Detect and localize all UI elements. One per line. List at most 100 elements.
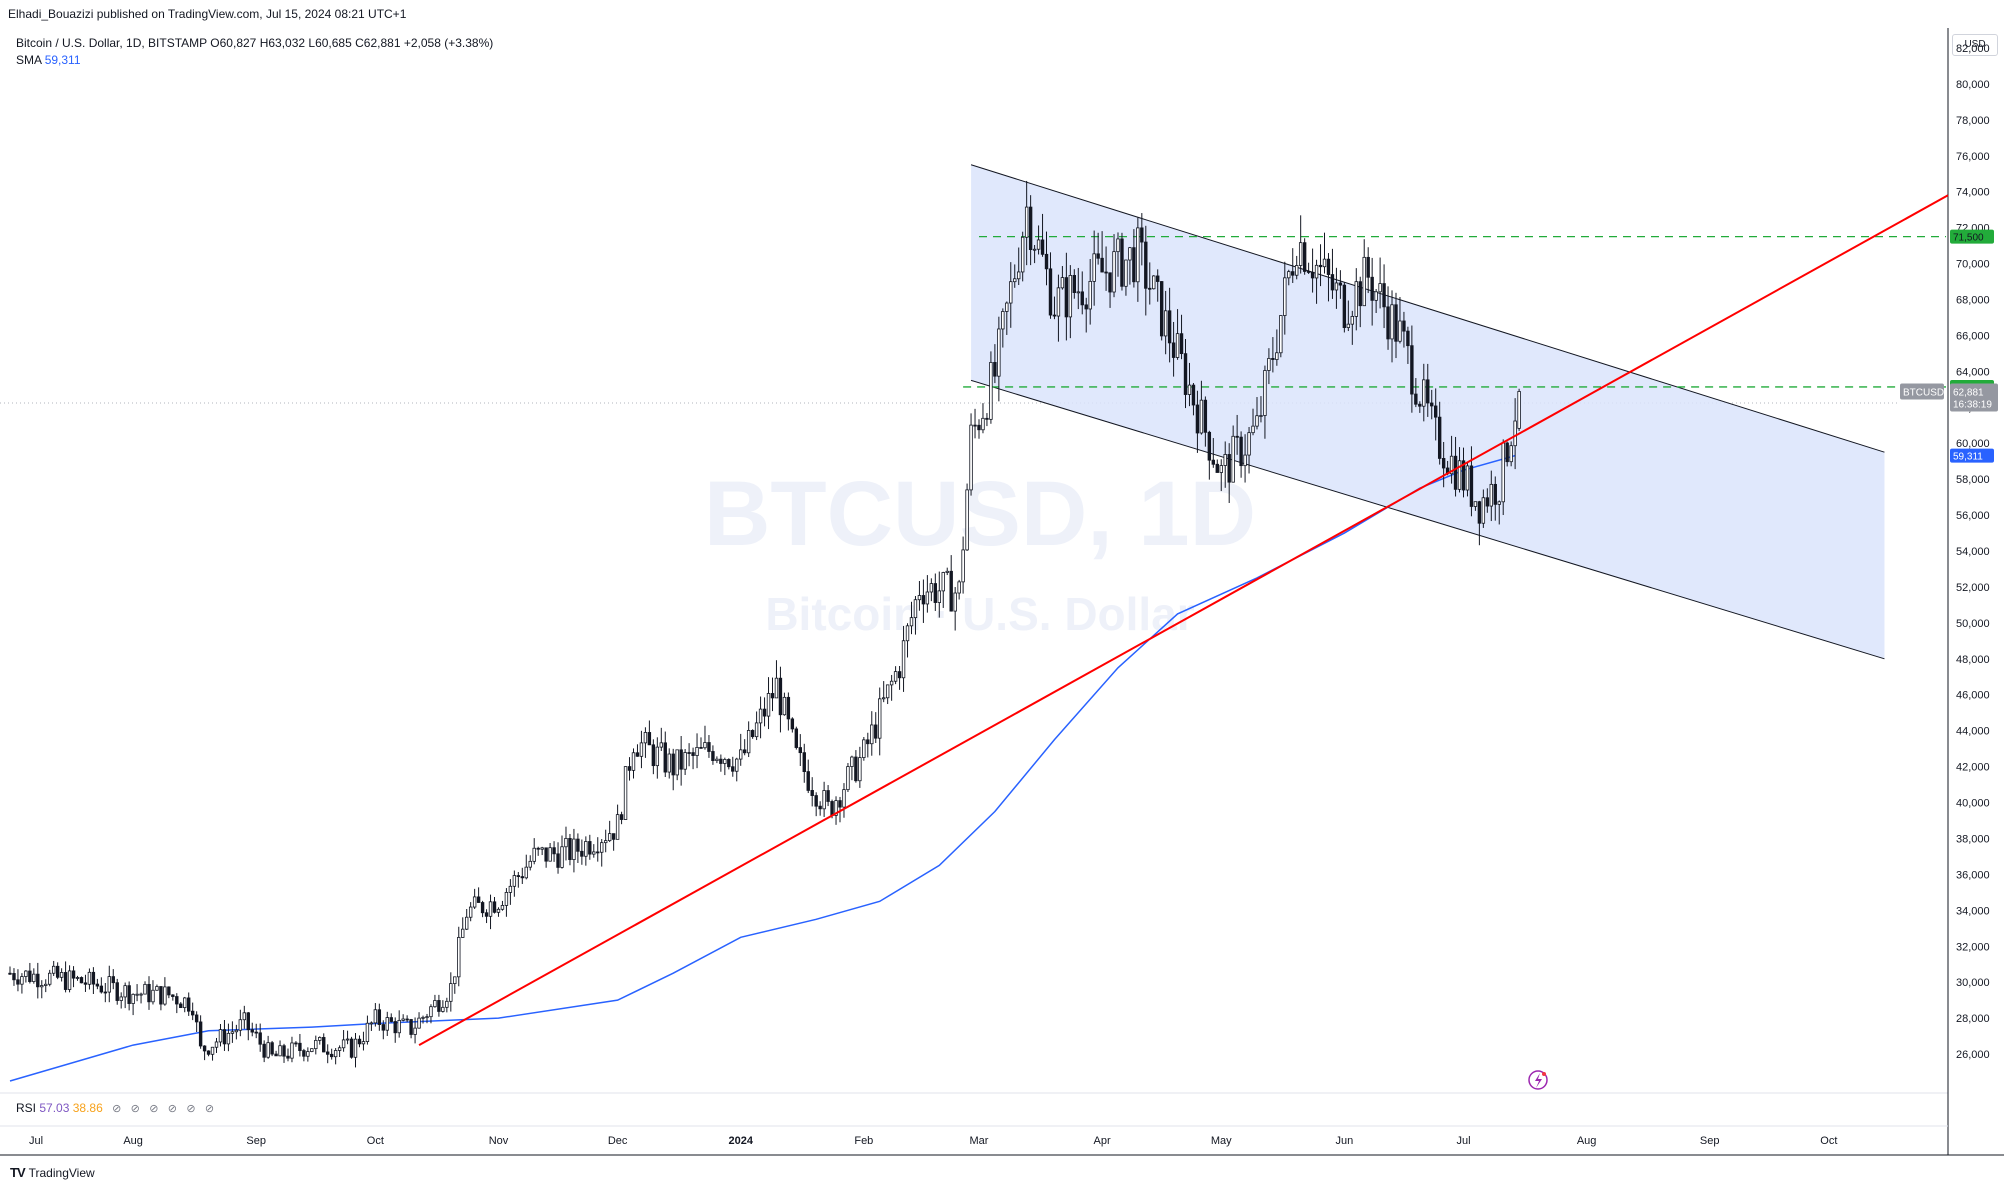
candle-body[interactable]: [159, 986, 163, 1005]
candle-body[interactable]: [318, 1037, 322, 1041]
candle-body[interactable]: [921, 595, 926, 605]
candle-body[interactable]: [611, 833, 616, 840]
candle-body[interactable]: [1386, 306, 1390, 340]
candle-body[interactable]: [1497, 501, 1501, 505]
candle-body[interactable]: [969, 424, 973, 491]
candle-body[interactable]: [111, 976, 115, 984]
candle-body[interactable]: [1203, 399, 1208, 433]
tradingview-branding[interactable]: TV TradingView: [10, 1165, 95, 1180]
candle-body[interactable]: [1167, 310, 1172, 344]
candle-body[interactable]: [941, 572, 945, 592]
candle-body[interactable]: [333, 1050, 338, 1058]
candle-body[interactable]: [1437, 416, 1442, 459]
candle-body[interactable]: [1370, 276, 1374, 301]
candle-body[interactable]: [1223, 454, 1227, 466]
candle-body[interactable]: [393, 1021, 397, 1034]
candle-body[interactable]: [619, 814, 624, 820]
candle-body[interactable]: [552, 847, 556, 855]
candle-body[interactable]: [250, 1029, 254, 1033]
candle-body[interactable]: [175, 996, 179, 1005]
candle-body[interactable]: [457, 937, 461, 978]
candle-body[interactable]: [901, 640, 906, 679]
candle-body[interactable]: [242, 1012, 247, 1021]
candle-body[interactable]: [659, 742, 663, 748]
candle-body[interactable]: [1310, 271, 1315, 279]
candle-body[interactable]: [881, 697, 886, 700]
candle-body[interactable]: [532, 847, 536, 862]
candle-body[interactable]: [1132, 247, 1136, 283]
candle-body[interactable]: [1461, 460, 1466, 491]
candle-body[interactable]: [981, 417, 985, 431]
candle-body[interactable]: [520, 876, 524, 879]
candle-body[interactable]: [425, 1016, 429, 1019]
candle-body[interactable]: [1096, 253, 1100, 259]
candle-body[interactable]: [913, 599, 918, 619]
candle-body[interactable]: [226, 1032, 231, 1045]
candle-body[interactable]: [623, 766, 628, 820]
candle-body[interactable]: [298, 1042, 302, 1051]
candle-body[interactable]: [1040, 239, 1045, 255]
candle-body[interactable]: [1052, 314, 1057, 317]
candle-body[interactable]: [107, 976, 111, 993]
candle-body[interactable]: [794, 728, 799, 748]
candle-body[interactable]: [850, 756, 854, 767]
candle-body[interactable]: [707, 742, 711, 752]
candle-body[interactable]: [123, 985, 127, 998]
candle-body[interactable]: [373, 1009, 378, 1024]
candle-body[interactable]: [1414, 393, 1418, 405]
candle-body[interactable]: [322, 1037, 326, 1053]
candle-body[interactable]: [1227, 454, 1231, 483]
candle-body[interactable]: [1354, 281, 1358, 317]
candle-body[interactable]: [810, 790, 814, 796]
candle-body[interactable]: [1314, 264, 1319, 279]
candle-body[interactable]: [758, 708, 763, 724]
candle-body[interactable]: [278, 1045, 282, 1057]
candle-body[interactable]: [266, 1042, 270, 1058]
candle-body[interactable]: [1298, 242, 1303, 266]
candle-body[interactable]: [222, 1029, 227, 1045]
candle-body[interactable]: [1346, 323, 1351, 328]
candle-body[interactable]: [592, 851, 596, 855]
candle-body[interactable]: [778, 677, 783, 716]
legend-sma-label[interactable]: SMA: [16, 53, 42, 67]
candle-body[interactable]: [1024, 206, 1029, 238]
candle-body[interactable]: [405, 1018, 409, 1021]
candle-body[interactable]: [1251, 425, 1255, 434]
candle-body[interactable]: [234, 1029, 239, 1033]
candle-body[interactable]: [711, 751, 715, 761]
candle-body[interactable]: [524, 866, 528, 879]
candle-body[interactable]: [564, 838, 568, 848]
candle-body[interactable]: [663, 742, 667, 773]
candle-body[interactable]: [397, 1019, 401, 1034]
candle-body[interactable]: [20, 976, 24, 985]
candle-body[interactable]: [631, 752, 636, 771]
candle-body[interactable]: [314, 1039, 318, 1050]
candle-body[interactable]: [32, 973, 36, 982]
candle-body[interactable]: [790, 718, 795, 730]
candle-body[interactable]: [1489, 483, 1493, 507]
candle-body[interactable]: [500, 905, 505, 910]
candle-body[interactable]: [417, 1017, 421, 1029]
candle-body[interactable]: [842, 789, 846, 808]
candle-body[interactable]: [1326, 258, 1331, 275]
candle-body[interactable]: [401, 1018, 405, 1021]
candle-body[interactable]: [1291, 271, 1295, 276]
candle-body[interactable]: [1259, 415, 1263, 417]
candle-body[interactable]: [143, 983, 147, 995]
candles[interactable]: [8, 180, 1521, 1068]
candle-body[interactable]: [337, 1047, 342, 1051]
candle-body[interactable]: [238, 1019, 243, 1031]
candle-body[interactable]: [826, 790, 830, 802]
candle-body[interactable]: [1255, 415, 1259, 427]
candle-body[interactable]: [802, 752, 806, 772]
candle-body[interactable]: [1009, 281, 1013, 304]
candle-body[interactable]: [87, 971, 92, 985]
candle-body[interactable]: [854, 756, 858, 782]
candle-body[interactable]: [468, 906, 473, 918]
candle-body[interactable]: [465, 916, 469, 930]
candle-body[interactable]: [671, 753, 675, 776]
candle-body[interactable]: [568, 838, 572, 860]
candle-body[interactable]: [421, 1016, 425, 1019]
candle-body[interactable]: [695, 747, 699, 756]
candle-body[interactable]: [1140, 227, 1144, 243]
